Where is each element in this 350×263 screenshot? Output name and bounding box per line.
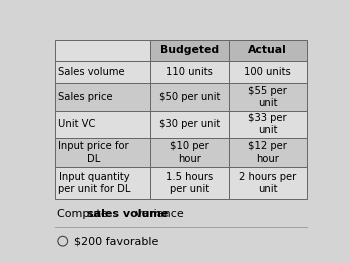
Bar [55, 110, 150, 138]
Text: 2 hours per
unit: 2 hours per unit [239, 172, 296, 194]
Text: $200 favorable: $200 favorable [74, 236, 158, 246]
Bar [229, 110, 307, 138]
Bar [55, 40, 150, 61]
Bar [150, 110, 229, 138]
Text: Unit VC: Unit VC [58, 119, 95, 129]
Text: $12 per
hour: $12 per hour [248, 141, 287, 164]
Text: Budgeted: Budgeted [160, 45, 219, 55]
Text: $55 per
unit: $55 per unit [248, 86, 287, 108]
Text: $50 per unit: $50 per unit [159, 92, 220, 102]
Bar [150, 83, 229, 110]
Text: $33 per
unit: $33 per unit [248, 113, 287, 135]
Bar [229, 61, 307, 83]
Bar [229, 167, 307, 199]
Bar [229, 138, 307, 167]
Bar [55, 61, 150, 83]
Text: Input quantity
per unit for DL: Input quantity per unit for DL [58, 172, 130, 194]
Text: Sales volume: Sales volume [58, 67, 125, 77]
Text: sales volume: sales volume [86, 209, 168, 219]
Text: $10 per
hour: $10 per hour [170, 141, 209, 164]
Bar [229, 83, 307, 110]
Text: Sales price: Sales price [58, 92, 112, 102]
Text: 100 units: 100 units [244, 67, 291, 77]
Text: 1.5 hours
per unit: 1.5 hours per unit [166, 172, 213, 194]
Bar [150, 167, 229, 199]
Bar [150, 40, 229, 61]
Bar [55, 138, 150, 167]
Text: Actual: Actual [248, 45, 287, 55]
Bar [55, 83, 150, 110]
Bar [55, 167, 150, 199]
Text: 110 units: 110 units [166, 67, 213, 77]
Bar [150, 138, 229, 167]
Bar [229, 40, 307, 61]
Text: Input price for
DL: Input price for DL [58, 141, 128, 164]
Bar [150, 61, 229, 83]
Text: variance: variance [132, 209, 184, 219]
Text: $30 per unit: $30 per unit [159, 119, 220, 129]
Text: Compute: Compute [57, 209, 112, 219]
